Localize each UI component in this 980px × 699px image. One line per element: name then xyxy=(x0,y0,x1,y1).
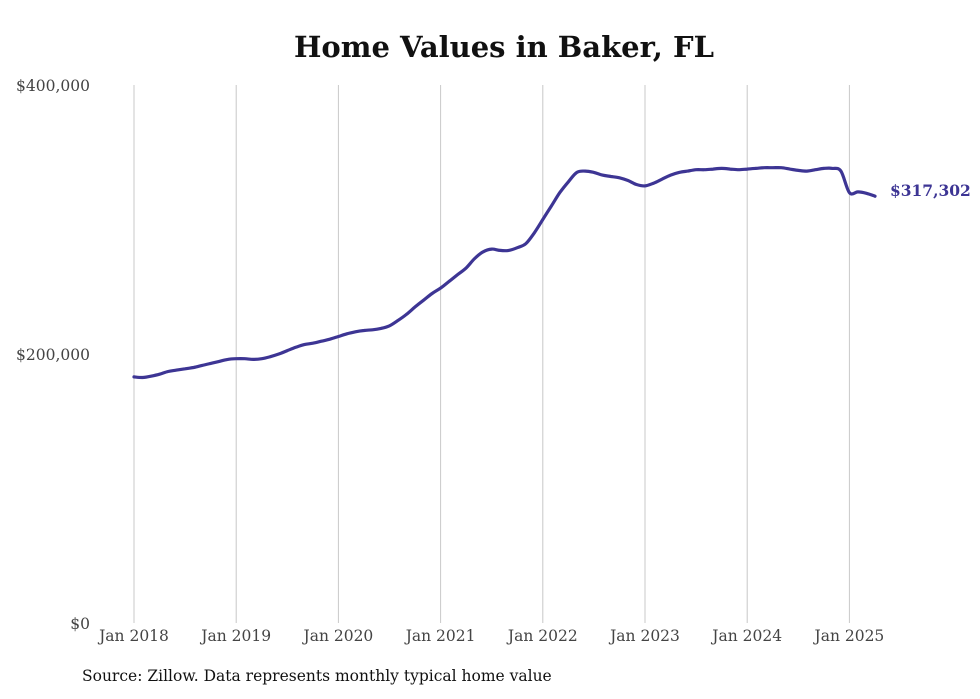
latest-value-label: $317,302 xyxy=(890,181,971,200)
x-tick-label: Jan 2025 xyxy=(812,627,884,645)
x-tick-label: Jan 2024 xyxy=(710,627,782,645)
x-tick-label: Jan 2020 xyxy=(301,627,373,645)
chart-title: Home Values in Baker, FL xyxy=(294,30,714,64)
gridlines xyxy=(133,85,850,623)
y-tick-label: $400,000 xyxy=(16,77,90,95)
x-tick-label: Jan 2021 xyxy=(404,627,476,645)
x-tick-label: Jan 2023 xyxy=(608,627,680,645)
y-axis-labels: $0 $200,000 $400,000 xyxy=(16,77,90,633)
x-tick-label: Jan 2019 xyxy=(199,627,271,645)
y-tick-label: $0 xyxy=(70,615,90,633)
x-tick-label: Jan 2018 xyxy=(97,627,169,645)
home-value-line xyxy=(132,166,877,380)
x-axis-labels: Jan 2018 Jan 2019 Jan 2020 Jan 2021 Jan 2022… xyxy=(97,627,884,645)
x-tick-label: Jan 2022 xyxy=(506,627,578,645)
source-note: Source: Zillow. Data represents monthly … xyxy=(82,667,552,685)
y-tick-label: $200,000 xyxy=(16,346,90,364)
